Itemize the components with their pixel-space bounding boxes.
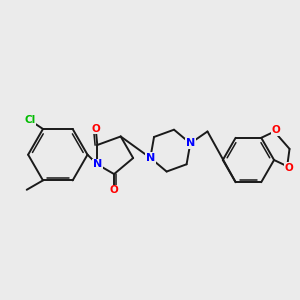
Text: N: N <box>93 159 102 170</box>
Text: O: O <box>272 125 280 135</box>
Text: O: O <box>110 185 118 195</box>
Text: O: O <box>91 124 100 134</box>
Text: N: N <box>186 138 195 148</box>
Text: N: N <box>146 153 155 163</box>
Text: Cl: Cl <box>24 115 35 125</box>
Text: O: O <box>284 163 293 172</box>
